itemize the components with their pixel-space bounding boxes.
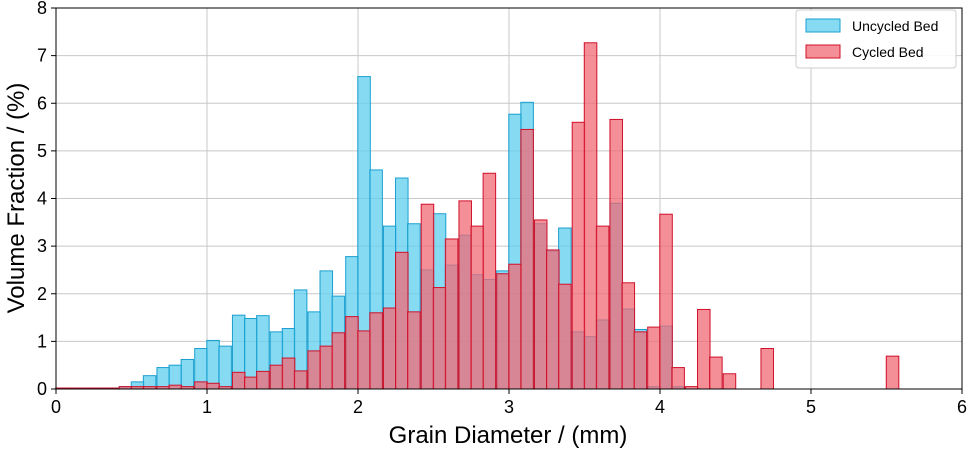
- y-tick-label: 7: [37, 46, 47, 66]
- bar: [331, 332, 346, 390]
- x-axis-title: Grain Diameter / (mm): [389, 422, 628, 449]
- bar: [595, 225, 610, 390]
- bar: [496, 273, 510, 390]
- bar: [206, 382, 220, 390]
- bar: [231, 371, 246, 390]
- bar: [697, 308, 711, 390]
- y-tick-label: 6: [37, 93, 47, 113]
- y-tick-label: 1: [37, 331, 47, 351]
- bar: [533, 219, 548, 390]
- bar: [319, 345, 334, 390]
- bar: [194, 381, 208, 390]
- bar: [444, 238, 459, 390]
- x-tick-label: 4: [655, 397, 665, 417]
- bar: [293, 370, 308, 390]
- bar: [571, 121, 586, 390]
- bar: [407, 311, 421, 390]
- x-tick-label: 1: [202, 397, 212, 417]
- bar: [709, 356, 723, 390]
- bar: [156, 367, 170, 390]
- bar: [256, 370, 270, 390]
- legend-swatch-cycled: [805, 44, 841, 59]
- y-axis-title: Volume Fraction / (%): [3, 83, 30, 314]
- axis-ticks: 0 1 2 3 4 5 6 0 1 2 3 4 5 6 7 8: [37, 0, 967, 417]
- x-tick-label: 3: [504, 397, 514, 417]
- bar: [885, 355, 900, 390]
- x-tick-label: 6: [957, 397, 967, 417]
- y-tick-label: 4: [37, 189, 47, 209]
- bar: [244, 376, 258, 390]
- bar: [345, 316, 359, 390]
- bar: [609, 118, 623, 390]
- bar: [180, 358, 195, 390]
- histogram-bars: [55, 42, 900, 390]
- bar: [369, 312, 383, 390]
- bar: [633, 331, 648, 390]
- legend-label-cycled: Cycled Bed: [852, 44, 924, 60]
- bar: [269, 364, 284, 390]
- y-tick-label: 8: [37, 0, 47, 18]
- bar: [420, 203, 435, 390]
- bar: [722, 373, 737, 390]
- legend-swatch-uncycled: [805, 18, 841, 33]
- bar: [470, 225, 485, 390]
- bar-series-cycled: [55, 42, 900, 390]
- bar: [307, 350, 321, 390]
- bar: [671, 367, 685, 390]
- x-tick-label: 2: [353, 397, 363, 417]
- bar: [382, 307, 397, 390]
- bar: [520, 128, 534, 390]
- bar: [621, 282, 636, 390]
- bar: [558, 283, 572, 390]
- legend-label-uncycled: Uncycled Bed: [852, 18, 938, 34]
- bar: [206, 339, 220, 390]
- bar: [357, 330, 371, 390]
- bar: [546, 249, 560, 390]
- bar: [760, 348, 774, 390]
- bar: [281, 357, 296, 390]
- bar: [432, 287, 447, 390]
- y-tick-label: 2: [37, 284, 47, 304]
- bar: [458, 200, 472, 390]
- bar: [659, 213, 673, 390]
- bar: [168, 384, 183, 390]
- bar: [395, 251, 409, 390]
- bar: [583, 42, 598, 390]
- y-tick-label: 0: [37, 379, 47, 399]
- bar: [482, 172, 497, 390]
- legend: Uncycled Bed Cycled Bed: [795, 9, 957, 69]
- bar: [647, 326, 661, 390]
- y-tick-label: 5: [37, 141, 47, 161]
- x-tick-label: 0: [51, 397, 61, 417]
- bar: [218, 345, 232, 390]
- y-tick-label: 3: [37, 236, 47, 256]
- x-tick-label: 5: [806, 397, 816, 417]
- bar: [508, 263, 522, 390]
